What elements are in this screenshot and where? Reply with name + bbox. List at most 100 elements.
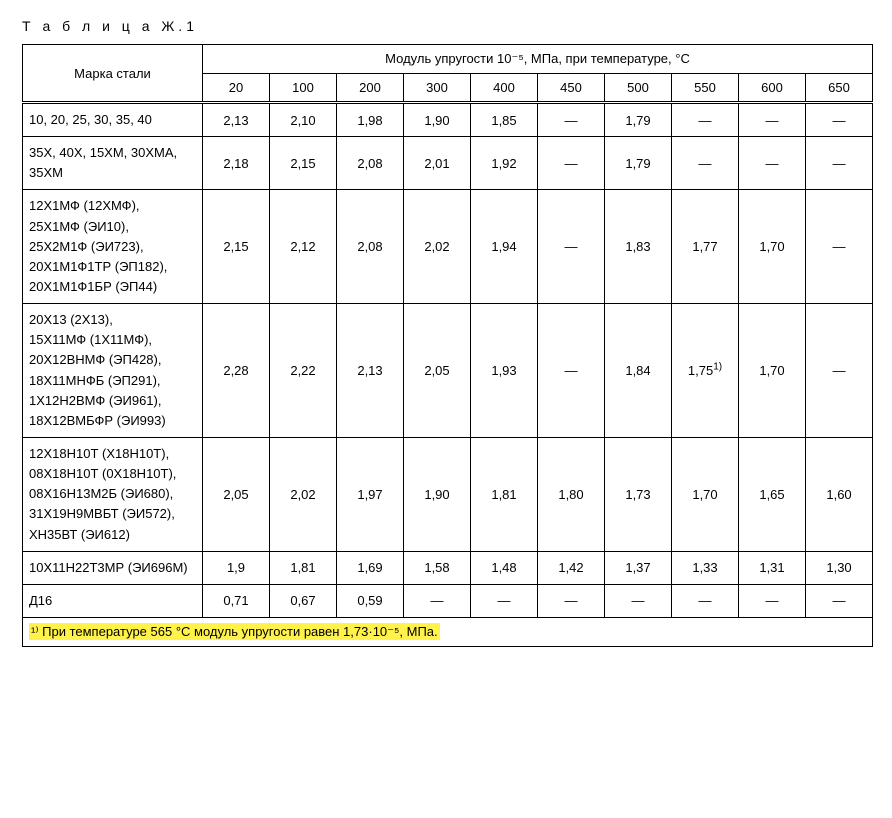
value-cell: 1,79 bbox=[605, 103, 672, 137]
value-cell: — bbox=[806, 304, 873, 438]
value-cell: 1,70 bbox=[672, 437, 739, 551]
table-row: 10, 20, 25, 30, 35, 402,132,101,981,901,… bbox=[23, 103, 873, 137]
table-row: 35Х, 40Х, 15ХМ, 30ХМА, 35ХМ2,182,152,082… bbox=[23, 137, 873, 190]
value-cell: 1,81 bbox=[270, 551, 337, 584]
value-cell: — bbox=[806, 584, 873, 617]
table-row: 12Х1МФ (12ХМФ),25Х1МФ (ЭИ10),25Х2М1Ф (ЭИ… bbox=[23, 190, 873, 304]
value-cell: 1,94 bbox=[471, 190, 538, 304]
value-cell: 2,15 bbox=[270, 137, 337, 190]
value-cell: 1,70 bbox=[739, 190, 806, 304]
col-temp: 550 bbox=[672, 74, 739, 103]
value-cell: 1,93 bbox=[471, 304, 538, 438]
table-caption: Т а б л и ц а Ж.1 bbox=[22, 18, 874, 34]
table-row: 20Х13 (2Х13),15Х11МФ (1Х11МФ),20Х12ВНМФ … bbox=[23, 304, 873, 438]
value-cell: — bbox=[605, 584, 672, 617]
table-row: Д160,710,670,59——————— bbox=[23, 584, 873, 617]
value-cell: 2,05 bbox=[404, 304, 471, 438]
value-cell: 2,01 bbox=[404, 137, 471, 190]
value-cell: 2,02 bbox=[404, 190, 471, 304]
value-cell: 2,12 bbox=[270, 190, 337, 304]
value-cell: 1,90 bbox=[404, 437, 471, 551]
footnote-row: ¹⁾ При температуре 565 °C модуль упругос… bbox=[23, 617, 873, 646]
steel-grade-cell: 35Х, 40Х, 15ХМ, 30ХМА, 35ХМ bbox=[23, 137, 203, 190]
table-row: 12Х18Н10Т (Х18Н10Т),08Х18Н10Т (0Х18Н10Т)… bbox=[23, 437, 873, 551]
value-cell: — bbox=[672, 584, 739, 617]
col-temp: 100 bbox=[270, 74, 337, 103]
value-cell: 1,60 bbox=[806, 437, 873, 551]
value-cell: 2,15 bbox=[203, 190, 270, 304]
value-cell: 2,02 bbox=[270, 437, 337, 551]
value-cell: 1,42 bbox=[538, 551, 605, 584]
value-cell: 1,9 bbox=[203, 551, 270, 584]
steel-grade-cell: 10Х11Н22Т3МР (ЭИ696М) bbox=[23, 551, 203, 584]
col-temp: 400 bbox=[471, 74, 538, 103]
value-cell: 2,13 bbox=[203, 103, 270, 137]
value-cell: 1,73 bbox=[605, 437, 672, 551]
value-cell: 1,58 bbox=[404, 551, 471, 584]
value-cell: 1,92 bbox=[471, 137, 538, 190]
value-cell: 1,31 bbox=[739, 551, 806, 584]
footnote-cell: ¹⁾ При температуре 565 °C модуль упругос… bbox=[23, 617, 873, 646]
value-cell: 1,65 bbox=[739, 437, 806, 551]
col-temp: 20 bbox=[203, 74, 270, 103]
value-cell: 1,81 bbox=[471, 437, 538, 551]
footnote-text: ¹⁾ При температуре 565 °C модуль упругос… bbox=[29, 623, 440, 640]
value-cell: — bbox=[739, 103, 806, 137]
value-cell: 1,97 bbox=[337, 437, 404, 551]
value-cell: 1,83 bbox=[605, 190, 672, 304]
value-cell: 1,84 bbox=[605, 304, 672, 438]
steel-grade-cell: 12Х18Н10Т (Х18Н10Т),08Х18Н10Т (0Х18Н10Т)… bbox=[23, 437, 203, 551]
col-temp: 600 bbox=[739, 74, 806, 103]
value-cell: — bbox=[806, 103, 873, 137]
value-cell: 1,79 bbox=[605, 137, 672, 190]
value-cell: 2,10 bbox=[270, 103, 337, 137]
col-temp: 200 bbox=[337, 74, 404, 103]
value-cell: — bbox=[538, 137, 605, 190]
value-cell: 1,30 bbox=[806, 551, 873, 584]
value-cell: 1,69 bbox=[337, 551, 404, 584]
col-temp: 450 bbox=[538, 74, 605, 103]
value-cell: — bbox=[806, 137, 873, 190]
table-body: 10, 20, 25, 30, 35, 402,132,101,981,901,… bbox=[23, 103, 873, 618]
col-temp: 300 bbox=[404, 74, 471, 103]
value-cell: — bbox=[806, 190, 873, 304]
col-temp: 500 bbox=[605, 74, 672, 103]
value-cell: — bbox=[672, 103, 739, 137]
value-cell: 1,77 bbox=[672, 190, 739, 304]
value-cell: 1,751) bbox=[672, 304, 739, 438]
value-cell: 1,33 bbox=[672, 551, 739, 584]
value-cell: 1,98 bbox=[337, 103, 404, 137]
value-cell: 2,08 bbox=[337, 190, 404, 304]
value-cell: — bbox=[538, 190, 605, 304]
value-cell: 1,85 bbox=[471, 103, 538, 137]
value-cell: 2,05 bbox=[203, 437, 270, 551]
value-cell: — bbox=[672, 137, 739, 190]
value-cell: 0,59 bbox=[337, 584, 404, 617]
value-cell: — bbox=[739, 137, 806, 190]
value-cell: 0,67 bbox=[270, 584, 337, 617]
steel-grade-cell: 20Х13 (2Х13),15Х11МФ (1Х11МФ),20Х12ВНМФ … bbox=[23, 304, 203, 438]
value-cell: 2,08 bbox=[337, 137, 404, 190]
value-cell: 0,71 bbox=[203, 584, 270, 617]
value-cell: — bbox=[739, 584, 806, 617]
value-cell: — bbox=[471, 584, 538, 617]
value-cell: 2,22 bbox=[270, 304, 337, 438]
value-cell: — bbox=[538, 103, 605, 137]
table-row: 10Х11Н22Т3МР (ЭИ696М)1,91,811,691,581,48… bbox=[23, 551, 873, 584]
col-header-steel: Марка стали bbox=[23, 45, 203, 103]
value-cell: 1,80 bbox=[538, 437, 605, 551]
table-head: Марка стали Модуль упругости 10⁻⁵, МПа, … bbox=[23, 45, 873, 103]
value-cell: 1,48 bbox=[471, 551, 538, 584]
steel-grade-cell: Д16 bbox=[23, 584, 203, 617]
value-cell: — bbox=[404, 584, 471, 617]
steel-grade-cell: 12Х1МФ (12ХМФ),25Х1МФ (ЭИ10),25Х2М1Ф (ЭИ… bbox=[23, 190, 203, 304]
elasticity-table: Марка стали Модуль упругости 10⁻⁵, МПа, … bbox=[22, 44, 873, 647]
value-cell: 2,18 bbox=[203, 137, 270, 190]
value-cell: 2,13 bbox=[337, 304, 404, 438]
value-cell: 1,37 bbox=[605, 551, 672, 584]
value-cell: — bbox=[538, 304, 605, 438]
value-cell: 1,70 bbox=[739, 304, 806, 438]
col-temp: 650 bbox=[806, 74, 873, 103]
value-cell: — bbox=[538, 584, 605, 617]
value-cell: 1,90 bbox=[404, 103, 471, 137]
